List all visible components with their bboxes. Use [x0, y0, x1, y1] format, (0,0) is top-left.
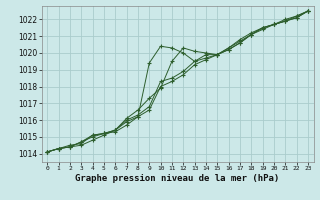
X-axis label: Graphe pression niveau de la mer (hPa): Graphe pression niveau de la mer (hPa) [76, 174, 280, 183]
